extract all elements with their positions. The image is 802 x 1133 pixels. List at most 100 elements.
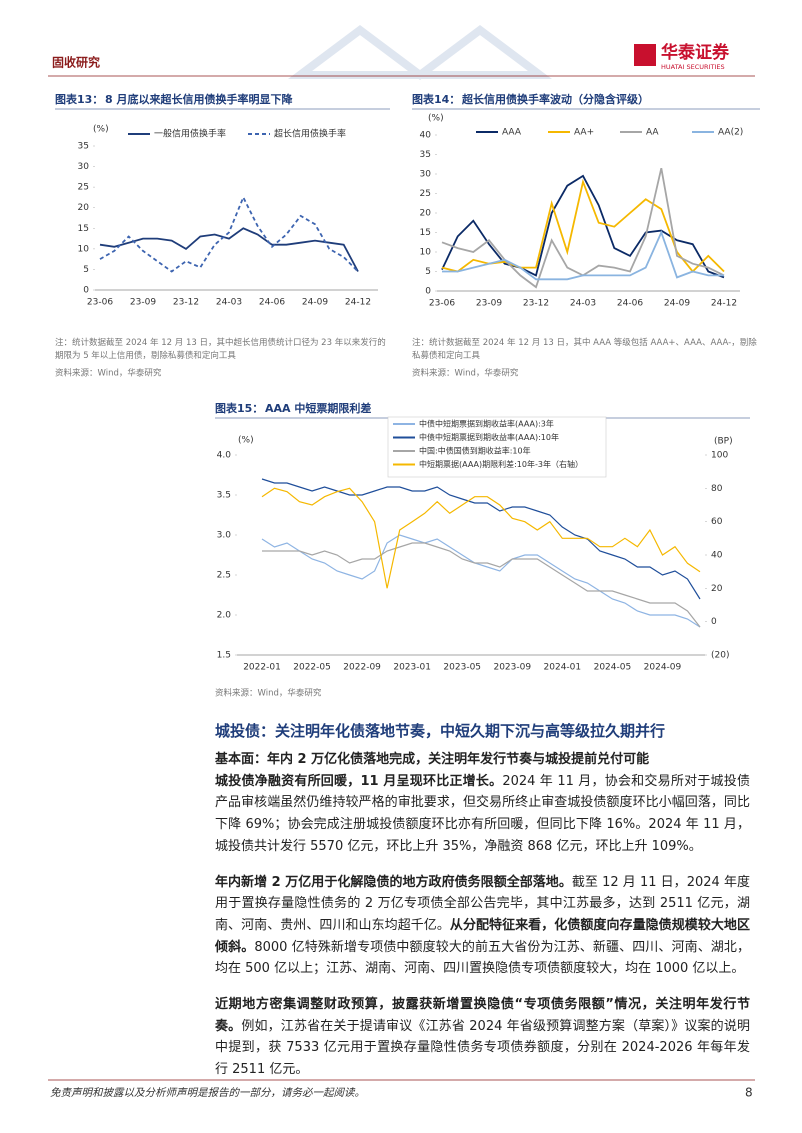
y-tick-label: 3.0 (217, 531, 232, 541)
y-tick-label: 40 (420, 131, 432, 141)
x-tick-label: 23-12 (523, 299, 549, 309)
x-tick-label: 24-09 (302, 298, 328, 308)
x-tick-label: 23-09 (476, 299, 502, 309)
x-tick-label: 23-06 (429, 299, 455, 309)
chart-title: 超长信用债换手率波动（分隐含评级） (461, 92, 649, 106)
y2-tick-label: 80 (711, 484, 723, 494)
y-tick-label: 20 (78, 203, 90, 213)
text: 2024 年 11 月，协会和交易所对于城投债产品审核端虽然仍维持较严格的审批要… (215, 773, 750, 854)
x-tick-label: 24-12 (711, 299, 737, 309)
chart-label: 图表14： (412, 92, 460, 106)
y-unit: (%) (93, 125, 109, 135)
y-tick-label: 30 (420, 170, 432, 180)
x-tick-label: 2023-09 (493, 663, 531, 673)
bold-text: 基本面：年内 2 万亿化债落地完成，关注明年发行节奏与城投提前兑付可能 (215, 752, 650, 767)
y-unit: (%) (238, 436, 254, 446)
text: 例如，江苏省在关于提请审议《江苏省 2024 年省级预算调整方案（草案）》议案的… (215, 1018, 750, 1078)
y2-tick-label: 40 (711, 551, 723, 561)
y2-tick-label: 0 (711, 617, 717, 627)
bold-text: 从分配特征来看，化债额度向存量隐债规模较大地区倾斜。 (215, 917, 750, 955)
logo-icon (634, 44, 656, 66)
x-tick-label: 2024-09 (644, 663, 682, 673)
legend-label: 中短期票据(AAA)期限利差:10年-3年（右轴） (419, 459, 583, 469)
series-line (442, 230, 724, 281)
series-line (261, 534, 701, 628)
body-text: 城投债：关注明年化债落地节奏，中短久期下沉与高等级拉久期并行 基本面：年内 2 … (215, 720, 750, 1095)
page-number: 8 (745, 1086, 753, 1100)
x-tick-label: 24-03 (216, 298, 242, 308)
logo-subtext: HUATAI SECURITIES (661, 63, 725, 71)
y-tick-label: 1.5 (217, 651, 231, 661)
y-tick-label: 5 (425, 267, 431, 277)
y-tick-label: 30 (78, 162, 90, 172)
x-tick-label: 2024-01 (544, 663, 582, 673)
text: 8000 亿特殊新增专项债中额度较大的前五大省份为江苏、新疆、四川、河南、湖北，… (215, 939, 750, 977)
x-tick-label: 2022-09 (343, 663, 381, 673)
y-tick-label: 10 (420, 248, 432, 258)
paragraph: 基本面：年内 2 万亿化债落地完成，关注明年发行节奏与城投提前兑付可能 城投债净融… (215, 749, 750, 858)
chart-label: 图表13： (55, 92, 103, 106)
legend-label: 中债中短期票据到期收益率(AAA):3年 (419, 419, 554, 429)
series-line (261, 487, 701, 589)
legend-label: 中国:中债国债到期收益率:10年 (419, 446, 531, 456)
y-tick-label: 5 (83, 265, 89, 275)
logo-text: 华泰证券 (661, 42, 730, 63)
legend-label: AAA (502, 128, 522, 138)
x-tick-label: 2022-05 (293, 663, 331, 673)
y-tick-label: 20 (420, 209, 432, 219)
x-tick-label: 24-12 (345, 298, 371, 308)
y-tick-label: 4.0 (217, 451, 232, 461)
series-line (99, 227, 359, 272)
series-line (262, 542, 701, 628)
legend-label: AA+ (574, 128, 594, 138)
chart-note-box: 注：统计数据截至 2024 年 12 月 13 日，其中超长信用债统计口径为 2… (55, 338, 386, 361)
chart-source: 资料来源：Wind，华泰研究 (215, 688, 322, 699)
x-tick-label: 2022-01 (243, 663, 281, 673)
y2-tick-label: (20) (711, 651, 729, 661)
y-tick-label: 15 (420, 228, 431, 238)
y-tick-label: 2.5 (217, 571, 231, 581)
chart-source: 资料来源：Wind，华泰研究 (55, 368, 162, 379)
section-label: 固收研究 (52, 55, 100, 70)
y2-unit: (BP) (714, 437, 733, 447)
chart-note-box: 注：统计数据截至 2024 年 12 月 13 日，其中 AAA 等级包括 AA… (412, 338, 757, 361)
y-tick-label: 35 (420, 150, 431, 160)
x-tick-label: 23-09 (130, 298, 156, 308)
x-tick-label: 24-06 (259, 298, 285, 308)
y-tick-label: 10 (78, 244, 90, 254)
x-tick-label: 2023-05 (443, 663, 481, 673)
legend-label: AA (646, 128, 659, 138)
x-tick-label: 2024-05 (594, 663, 632, 673)
series-line (99, 195, 359, 273)
legend-label: 一般信用债换手率 (154, 128, 226, 140)
x-tick-label: 24-09 (664, 299, 690, 309)
y2-tick-label: 60 (711, 517, 723, 527)
series-line (441, 174, 725, 279)
y-tick-label: 0 (425, 287, 431, 297)
chart-source: 资料来源：Wind，华泰研究 (412, 368, 519, 379)
legend-box (387, 416, 607, 478)
section-heading: 城投债：关注明年化债落地节奏，中短久期下沉与高等级拉久期并行 (215, 722, 666, 740)
legend-label: 超长信用债换手率 (274, 128, 346, 140)
series-line (261, 478, 701, 600)
legend-label: AA(2) (718, 128, 743, 138)
chart-title: 8 月底以来超长信用债换手率明显下降 (105, 92, 293, 106)
chart-note: 注：统计数据截至 2024 年 12 月 13 日，其中 AAA 等级包括 AA… (412, 338, 757, 361)
paragraph: 近期地方密集调整财政预算，披露获新增置换隐债“专项债务限额”情况，关注明年发行节… (215, 994, 750, 1081)
paragraph: 年内新增 2 万亿用于化解隐债的地方政府债务限额全部落地。截至 12 月 11 … (215, 872, 750, 981)
y2-tick-label: 100 (711, 451, 728, 461)
bold-text: 城投债净融资有所回暖，11 月呈现环比正增长。 (215, 773, 503, 789)
legend-label: 中债中短期票据到期收益率(AAA):10年 (419, 432, 559, 442)
y-tick-label: 25 (420, 189, 431, 199)
chart-note: 注：统计数据截至 2024 年 12 月 13 日，其中超长信用债统计口径为 2… (55, 338, 386, 361)
y-tick-label: 25 (78, 183, 89, 193)
chart-label: 图表15： (215, 401, 263, 415)
y-tick-label: 15 (78, 224, 89, 234)
x-tick-label: 23-06 (87, 298, 113, 308)
x-tick-label: 23-12 (173, 298, 199, 308)
disclaimer: 免责声明和披露以及分析师声明是报告的一部分，请务必一起阅读。 (50, 1087, 365, 1099)
text: 截至 12 月 11 日，2024 年度用于置换存量隐性债务的 2 万亿专项债全… (215, 874, 750, 933)
y-tick-label: 35 (78, 142, 89, 152)
